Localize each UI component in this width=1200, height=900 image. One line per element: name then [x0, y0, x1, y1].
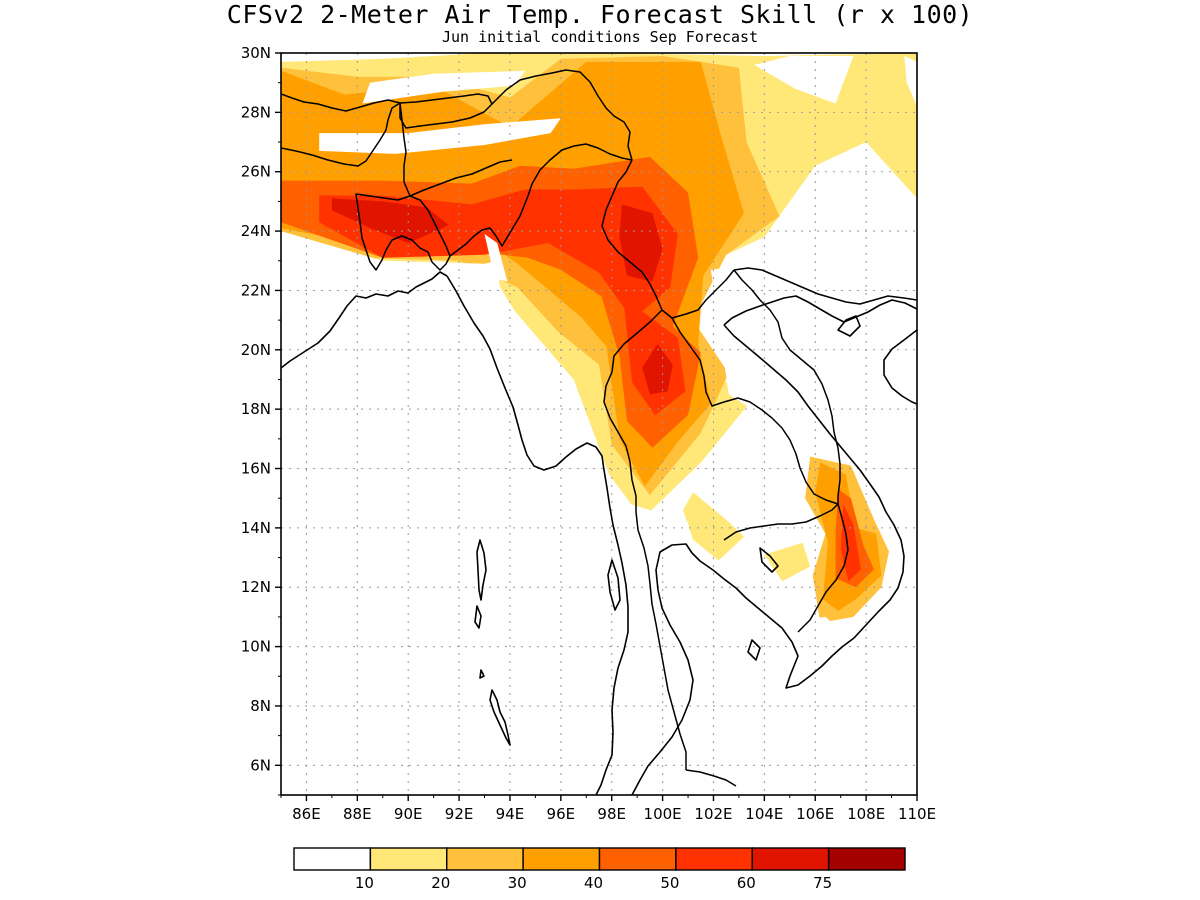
- colorbar-swatch: [827, 847, 906, 871]
- lon-tick-label: 104E: [745, 805, 783, 823]
- political-borders-layer: [281, 69, 917, 787]
- coastline-gulf-of-thailand: [631, 324, 905, 795]
- border-nepal-india: [281, 102, 401, 167]
- skill-region-level-5-11: [840, 504, 861, 582]
- lat-tick-label: 18N: [241, 400, 271, 418]
- map-frame: [280, 52, 918, 796]
- lat-tick-label: 12N: [241, 578, 271, 596]
- colorbar-swatch: [446, 847, 524, 871]
- island-nicobar-2: [489, 689, 511, 746]
- border-laos-vietnam: [733, 269, 841, 504]
- skill-region-level-5-10: [319, 186, 686, 416]
- lon-tick-label: 108E: [847, 805, 885, 823]
- border-thailand-west-peninsula: [637, 529, 687, 770]
- island-andaman-north: [476, 539, 487, 601]
- colorbar-swatch: [675, 847, 753, 871]
- border-india-myanmar: [449, 143, 633, 257]
- border-thailand-malaysia: [685, 769, 737, 787]
- lat-tick-label: 30N: [241, 44, 271, 62]
- lon-tick-label: 98E: [597, 805, 626, 823]
- chart-title: CFSv2 2-Meter Air Temp. Forecast Skill (…: [226, 0, 974, 29]
- coastline-layer: [281, 271, 917, 795]
- border-ne-india-inner: [399, 102, 513, 197]
- colorbar-swatch: [522, 847, 601, 871]
- colorbar-label: 75: [813, 874, 832, 892]
- lon-tick-label: 90E: [394, 805, 423, 823]
- lat-tick-label: 6N: [250, 756, 271, 774]
- lon-tick-label: 110E: [898, 805, 936, 823]
- lat-tick-label: 26N: [241, 163, 271, 181]
- lat-tick-label: 22N: [241, 281, 271, 299]
- border-myanmar-china: [601, 159, 735, 319]
- colorbar-swatch: [293, 847, 372, 871]
- border-nepal-china: [281, 93, 401, 112]
- border-myanmar-thailand: [603, 309, 663, 531]
- coastline-myanmar-west: [446, 275, 629, 795]
- low-skill-area-0: [319, 118, 561, 154]
- island-mergui: [607, 559, 621, 611]
- lat-tick-label: 10N: [241, 638, 271, 656]
- low-skill-area-3: [904, 56, 917, 107]
- lat-tick-label: 16N: [241, 460, 271, 478]
- lat-tick-label: 8N: [250, 697, 271, 715]
- lake-tonle-sap: [759, 547, 779, 573]
- colorbar-label: 50: [660, 874, 679, 892]
- island-andaman-south: [474, 605, 482, 629]
- colorbar-swatch: [751, 847, 830, 871]
- border-bangladesh: [355, 193, 451, 271]
- border-thailand-cambodia: [723, 503, 839, 541]
- lon-tick-label: 96E: [547, 805, 576, 823]
- lon-tick-label: 88E: [343, 805, 372, 823]
- border-laos-west: [671, 317, 839, 505]
- skill-region-level-6-12: [331, 198, 449, 243]
- lon-tick-label: 102E: [694, 805, 732, 823]
- lon-tick-label: 94E: [496, 805, 525, 823]
- longitude-axis: 86E 88E 90E 92E 94E 96E 98E 100E 102E 104E 106E 108…: [280, 795, 936, 823]
- colorbar-swatch: [369, 847, 448, 871]
- coastline-india-east: [281, 271, 448, 369]
- latitude-axis: 30N 28N 26N 24N 22N 20N 18N 16N 14N 12N 10N 8N 6N: [241, 44, 281, 796]
- colorbar-swatch: [598, 847, 677, 871]
- gridlines: [281, 53, 917, 795]
- low-skill-area-1: [362, 70, 526, 104]
- lon-tick-label: 100E: [644, 805, 682, 823]
- border-china-vietnam: [733, 267, 917, 305]
- colorbar: 10 20 30 40 50 60 75: [293, 847, 906, 892]
- colorbar-label: 30: [508, 874, 527, 892]
- colorbar-label: 20: [431, 874, 450, 892]
- coastline-gulf-tonkin: [883, 329, 917, 405]
- border-arunachal: [491, 69, 633, 161]
- lon-tick-label: 92E: [445, 805, 474, 823]
- lon-tick-label: 106E: [796, 805, 834, 823]
- border-bhutan: [399, 93, 493, 129]
- border-cambodia-vietnam: [797, 503, 849, 633]
- colorbar-label: 10: [355, 874, 374, 892]
- colorbar-label: 60: [737, 874, 756, 892]
- chart-subtitle: Jun initial conditions Sep Forecast: [441, 28, 759, 46]
- low-skill-area-6: [484, 234, 508, 282]
- skill-region-level-6-14: [642, 343, 673, 395]
- coastline-hainan: [837, 315, 861, 337]
- lat-tick-label: 24N: [241, 222, 271, 240]
- island-nicobar-1: [479, 669, 485, 679]
- lat-tick-label: 28N: [241, 103, 271, 121]
- colorbar-label: 40: [584, 874, 603, 892]
- lat-tick-label: 14N: [241, 519, 271, 537]
- lat-tick-label: 20N: [241, 341, 271, 359]
- coastline-vietnam-north: [723, 295, 917, 326]
- low-skill-area-2: [754, 56, 854, 104]
- skill-region-level-1-2: [764, 542, 811, 582]
- lon-tick-label: 86E: [292, 805, 321, 823]
- island-phu-quoc: [747, 639, 761, 661]
